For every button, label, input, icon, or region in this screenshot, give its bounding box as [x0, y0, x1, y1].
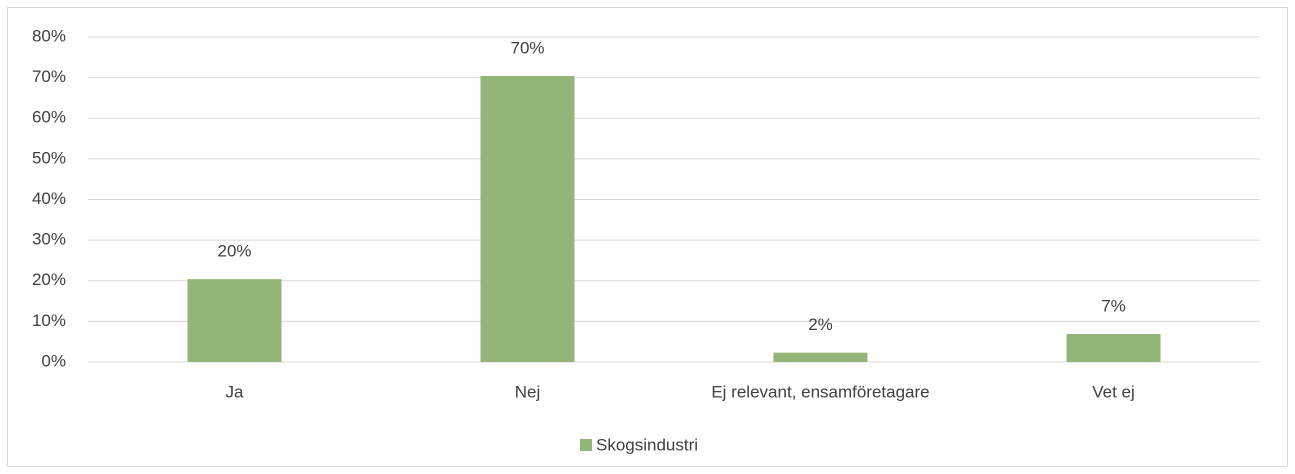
- y-tick-label: 70%: [32, 67, 66, 86]
- y-tick-label: 80%: [32, 26, 66, 45]
- x-tick-label: Ej relevant, ensamföretagare: [711, 382, 929, 401]
- x-tick-label: Vet ej: [1092, 382, 1135, 401]
- y-tick-label: 60%: [32, 108, 66, 127]
- y-tick-label: 50%: [32, 148, 66, 167]
- y-tick-label: 20%: [32, 270, 66, 289]
- bar: [187, 279, 282, 362]
- chart-border: [7, 7, 1288, 467]
- y-tick-label: 30%: [32, 230, 66, 249]
- value-label: 70%: [510, 38, 544, 57]
- legend-label: Skogsindustri: [596, 435, 698, 454]
- legend-swatch: [580, 439, 592, 451]
- y-tick-label: 40%: [32, 189, 66, 208]
- bar: [480, 76, 575, 362]
- value-label: 20%: [217, 242, 251, 261]
- x-tick-label: Nej: [515, 382, 541, 401]
- bar: [1066, 333, 1161, 362]
- value-label: 7%: [1101, 296, 1126, 315]
- y-tick-label: 10%: [32, 311, 66, 330]
- x-tick-label: Ja: [226, 382, 245, 401]
- bar: [773, 352, 868, 362]
- value-label: 2%: [808, 315, 833, 334]
- y-tick-label: 0%: [41, 351, 66, 370]
